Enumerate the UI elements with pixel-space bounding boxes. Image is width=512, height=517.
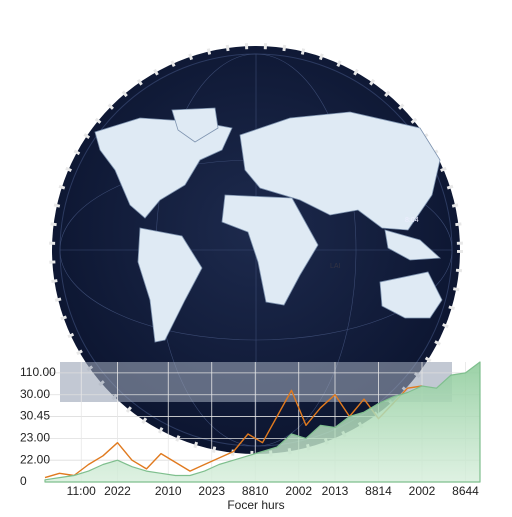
line bbox=[44, 385, 423, 479]
y-tick-label: 23.00 bbox=[20, 431, 50, 445]
x-tick-label: 11:00 bbox=[67, 484, 96, 498]
x-tick-label: 8810 bbox=[242, 484, 269, 498]
map-label: LAI bbox=[330, 263, 341, 270]
x-tick-label: 2013 bbox=[322, 484, 349, 498]
globe: LAI 8:04 bbox=[49, 43, 463, 457]
y-tick-label: 22.00 bbox=[20, 452, 50, 466]
map-label: 8:04 bbox=[405, 217, 419, 224]
area bbox=[44, 361, 481, 483]
x-tick-label: 8644 bbox=[452, 484, 479, 498]
y-tick-label: 30.45 bbox=[20, 409, 50, 423]
y-tick-label: 110.00 bbox=[20, 365, 56, 379]
x-axis-label: Focer hurs bbox=[227, 498, 284, 512]
x-tick-label: 2010 bbox=[155, 484, 182, 498]
y-tick-label: 30.00 bbox=[20, 387, 50, 401]
x-tick-label: 2002 bbox=[285, 484, 312, 498]
x-tick-label: 8814 bbox=[365, 484, 392, 498]
x-tick-label: 2002 bbox=[409, 484, 436, 498]
y-tick-label: 0 bbox=[20, 474, 27, 488]
x-tick-label: 2022 bbox=[104, 484, 131, 498]
x-tick-label: 2023 bbox=[198, 484, 225, 498]
